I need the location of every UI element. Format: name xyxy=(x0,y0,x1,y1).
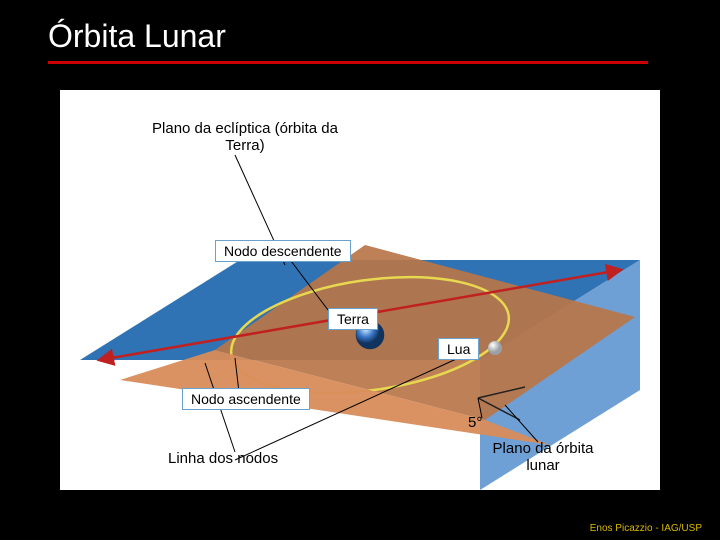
label-lunar-plane: Plano da órbita lunar xyxy=(488,440,598,474)
label-ascending-node: Nodo ascendente xyxy=(182,388,310,410)
lunar-orbit-diagram: Plano da eclíptica (órbita da Terra) Nod… xyxy=(60,90,660,490)
label-ecliptic-plane: Plano da eclíptica (órbita da Terra) xyxy=(140,120,350,154)
label-earth: Terra xyxy=(328,308,378,330)
label-line-of-nodes: Linha dos nodos xyxy=(168,450,278,467)
label-descending-node: Nodo descendente xyxy=(215,240,351,262)
page-title: Órbita Lunar xyxy=(48,18,648,64)
credit-text: Enos Picazzio - IAG/USP xyxy=(590,523,702,534)
label-moon: Lua xyxy=(438,338,479,360)
slide: Órbita Lunar Plano da eclíptica (órbita … xyxy=(0,0,720,540)
label-inclination: 5° xyxy=(468,414,482,431)
